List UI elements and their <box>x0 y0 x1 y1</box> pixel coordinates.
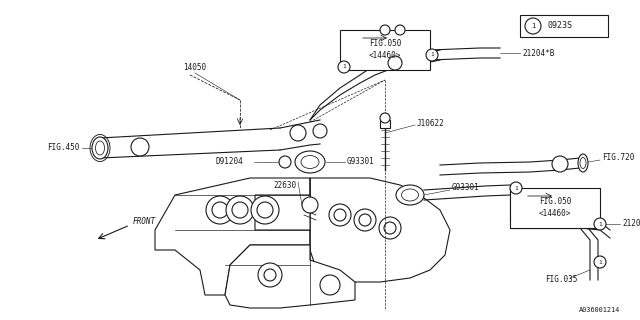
Circle shape <box>594 218 606 230</box>
Ellipse shape <box>396 185 424 205</box>
Circle shape <box>395 25 405 35</box>
Circle shape <box>379 217 401 239</box>
Polygon shape <box>310 178 450 282</box>
Polygon shape <box>225 245 355 308</box>
Circle shape <box>510 182 522 194</box>
Circle shape <box>232 202 248 218</box>
Circle shape <box>302 197 318 213</box>
Text: 0923S: 0923S <box>548 21 573 30</box>
Circle shape <box>354 209 376 231</box>
Text: D91204: D91204 <box>215 157 243 166</box>
Bar <box>340 30 430 70</box>
Circle shape <box>525 18 541 34</box>
Text: A036001214: A036001214 <box>579 307 620 313</box>
Circle shape <box>359 214 371 226</box>
Circle shape <box>131 138 149 156</box>
Text: 1: 1 <box>598 260 602 265</box>
Text: <14460>: <14460> <box>369 51 401 60</box>
Circle shape <box>426 49 438 61</box>
Text: 1: 1 <box>531 23 535 29</box>
Circle shape <box>264 269 276 281</box>
Circle shape <box>313 124 327 138</box>
Circle shape <box>206 196 234 224</box>
Circle shape <box>251 196 279 224</box>
Text: J10622: J10622 <box>417 119 445 129</box>
Text: 21204*B: 21204*B <box>522 49 554 58</box>
Circle shape <box>258 263 282 287</box>
Bar <box>380 120 390 128</box>
Ellipse shape <box>295 151 325 173</box>
Circle shape <box>320 275 340 295</box>
Circle shape <box>226 196 254 224</box>
Text: 1: 1 <box>598 221 602 227</box>
Bar <box>520 15 608 37</box>
Text: FIG.035: FIG.035 <box>545 276 577 284</box>
Circle shape <box>380 25 390 35</box>
Text: 1: 1 <box>514 186 518 190</box>
Text: <14460>: <14460> <box>539 210 571 219</box>
Circle shape <box>279 156 291 168</box>
Text: 1: 1 <box>342 65 346 69</box>
Circle shape <box>384 222 396 234</box>
Text: 21204*A: 21204*A <box>622 220 640 228</box>
Circle shape <box>552 156 568 172</box>
Circle shape <box>388 56 402 70</box>
Circle shape <box>594 256 606 268</box>
Bar <box>510 188 600 228</box>
Text: FIG.450: FIG.450 <box>47 143 80 153</box>
Circle shape <box>338 61 350 73</box>
Text: 14050: 14050 <box>184 63 207 73</box>
Circle shape <box>290 125 306 141</box>
Text: 1: 1 <box>430 52 434 58</box>
Text: G93301: G93301 <box>347 157 375 166</box>
Text: FIG.720: FIG.720 <box>602 154 634 163</box>
Text: FRONT: FRONT <box>133 218 156 227</box>
Text: G93301: G93301 <box>452 183 480 193</box>
Polygon shape <box>155 178 310 295</box>
Circle shape <box>380 113 390 123</box>
Text: FIG.050: FIG.050 <box>539 197 571 206</box>
Circle shape <box>329 204 351 226</box>
Text: 22630: 22630 <box>273 180 296 189</box>
Text: FIG.050: FIG.050 <box>369 38 401 47</box>
Ellipse shape <box>578 154 588 172</box>
Ellipse shape <box>92 137 108 159</box>
Circle shape <box>334 209 346 221</box>
Circle shape <box>257 202 273 218</box>
Circle shape <box>212 202 228 218</box>
